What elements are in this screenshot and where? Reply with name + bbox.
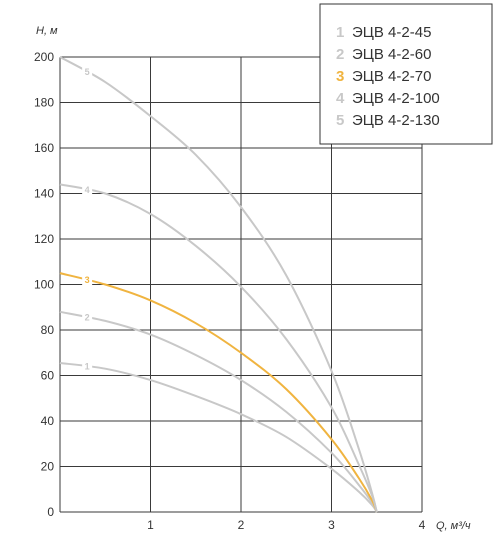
- y-axis-title: H, м: [36, 25, 58, 37]
- legend-label-2: ЭЦВ 4-2-60: [352, 46, 431, 63]
- y-tick-label: 80: [41, 323, 55, 337]
- legend-marker-2: 2: [336, 46, 344, 63]
- curves: 1 2 3 4 5: [59, 56, 378, 513]
- curve-label-5: 5: [85, 67, 90, 77]
- legend-marker-3: 3: [336, 68, 344, 85]
- legend-label-1: ЭЦВ 4-2-45: [352, 24, 431, 41]
- curve-label-bg: [82, 273, 93, 286]
- y-tick-label: 20: [41, 460, 55, 474]
- y-tick-label: 60: [41, 369, 55, 383]
- curve-5: [59, 56, 378, 513]
- x-tick-label: 3: [328, 518, 335, 532]
- legend-marker-1: 1: [336, 24, 344, 41]
- curve-label-2: 2: [85, 312, 90, 322]
- y-tick-label: 120: [34, 232, 54, 246]
- curve-4: [59, 183, 378, 513]
- x-axis-title: Q, м³/ч: [436, 520, 471, 532]
- legend-box: [319, 3, 493, 145]
- y-tick-label: 100: [34, 278, 54, 292]
- curve-label-1: 1: [85, 361, 90, 371]
- y-tick-label: 160: [34, 141, 54, 155]
- legend-label-4: ЭЦВ 4-2-100: [352, 90, 440, 107]
- legend-marker-4: 4: [336, 90, 345, 107]
- y-tick-label: 180: [34, 96, 54, 110]
- curve-label-bg: [82, 183, 93, 196]
- legend-items: 1 ЭЦВ 4-2-45 2 ЭЦВ 4-2-60 3 ЭЦВ 4-2-70 4 ЭЦВ 4-…: [336, 24, 440, 129]
- curve-label-3: 3: [85, 275, 90, 285]
- x-tick-label: 1: [147, 518, 154, 532]
- curve-2: [59, 310, 378, 513]
- legend-label-5: ЭЦВ 4-2-130: [352, 112, 440, 129]
- legend-marker-5: 5: [336, 112, 344, 129]
- y-tick-label: 40: [41, 414, 55, 428]
- x-tick-label: 2: [238, 518, 245, 532]
- legend: 1 ЭЦВ 4-2-45 2 ЭЦВ 4-2-60 3 ЭЦВ 4-2-70 4 ЭЦВ 4-…: [319, 3, 493, 145]
- curve-label-bg: [82, 360, 93, 373]
- y-tick-label: 200: [34, 50, 54, 64]
- legend-label-3: ЭЦВ 4-2-70: [352, 68, 431, 85]
- curve-label-bg: [82, 311, 93, 324]
- curve-3: [59, 272, 378, 513]
- grid: [59, 56, 423, 513]
- curve-label-4: 4: [85, 185, 90, 195]
- curve-label-bg: [82, 66, 93, 79]
- y-tick-label: 0: [47, 505, 54, 519]
- x-tick-label: 4: [419, 518, 426, 532]
- curve-1: [59, 361, 378, 513]
- y-tick-label: 140: [34, 187, 54, 201]
